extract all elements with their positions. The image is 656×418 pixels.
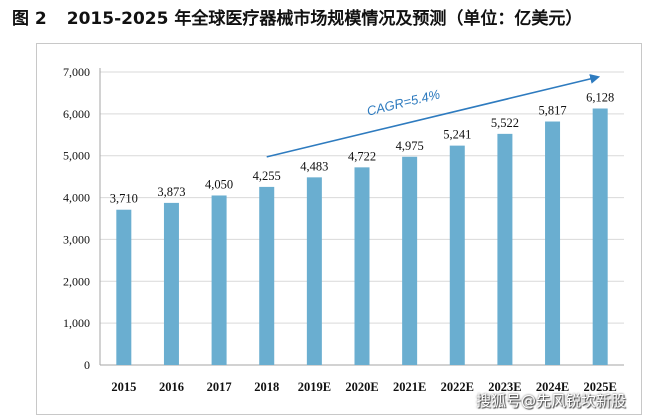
- x-tick-label: 2021E: [393, 380, 426, 394]
- bar-value-label: 4,975: [396, 139, 424, 153]
- x-tick-label: 2019E: [298, 380, 331, 394]
- y-tick-label: 0: [84, 358, 90, 372]
- bar: [592, 108, 608, 366]
- x-tick-label: 2023E: [488, 380, 521, 394]
- y-tick-label: 5,000: [63, 149, 90, 163]
- chart-title: 图 2 2015-2025 年全球医疗器械市场规模情况及预测（单位：亿美元）: [12, 6, 648, 32]
- y-tick-label: 4,000: [63, 191, 90, 205]
- bar: [259, 186, 275, 365]
- cagr-arrow: [266, 74, 601, 158]
- bar-value-label: 5,817: [538, 104, 566, 118]
- bar-value-label: 4,050: [205, 177, 233, 191]
- x-tick-label: 2018: [254, 380, 279, 394]
- x-tick-label: 2025E: [584, 380, 617, 394]
- x-tick-label: 2020E: [345, 380, 378, 394]
- y-tick-label: 1,000: [63, 316, 90, 330]
- x-tick-label: 2024E: [536, 380, 569, 394]
- x-tick-label: 2017: [207, 380, 232, 394]
- bar: [354, 167, 370, 365]
- bar: [497, 133, 513, 365]
- bar-value-label: 4,722: [348, 149, 376, 163]
- figure-label: 图 2: [12, 9, 47, 29]
- bar: [306, 177, 322, 365]
- bar: [545, 121, 561, 365]
- bar: [211, 195, 227, 365]
- chart-frame: [36, 43, 642, 415]
- watermark: 搜狐号@先风锐坎新股: [476, 392, 627, 410]
- bar: [163, 202, 179, 365]
- figure-title: 2015-2025 年全球医疗器械市场规模情况及预测（单位：亿美元）: [66, 9, 583, 29]
- y-tick-label: 3,000: [63, 232, 90, 246]
- y-tick-label: 7,000: [63, 65, 90, 79]
- bar: [449, 145, 465, 365]
- y-tick-label: 2,000: [63, 274, 90, 288]
- bar-value-label: 4,255: [253, 169, 281, 183]
- bar: [402, 156, 418, 365]
- bar-value-label: 5,241: [443, 128, 471, 142]
- bar-value-label: 3,873: [157, 185, 185, 199]
- bar-value-label: 5,522: [491, 116, 519, 130]
- bar-value-label: 3,710: [110, 192, 138, 206]
- x-tick-label: 2022E: [441, 380, 474, 394]
- bar: [116, 209, 132, 365]
- bar-value-label: 4,483: [300, 159, 328, 173]
- bar-value-label: 6,128: [586, 90, 614, 104]
- x-tick-label: 2015: [111, 380, 136, 394]
- y-tick-label: 6,000: [63, 107, 90, 121]
- x-tick-label: 2016: [159, 380, 184, 394]
